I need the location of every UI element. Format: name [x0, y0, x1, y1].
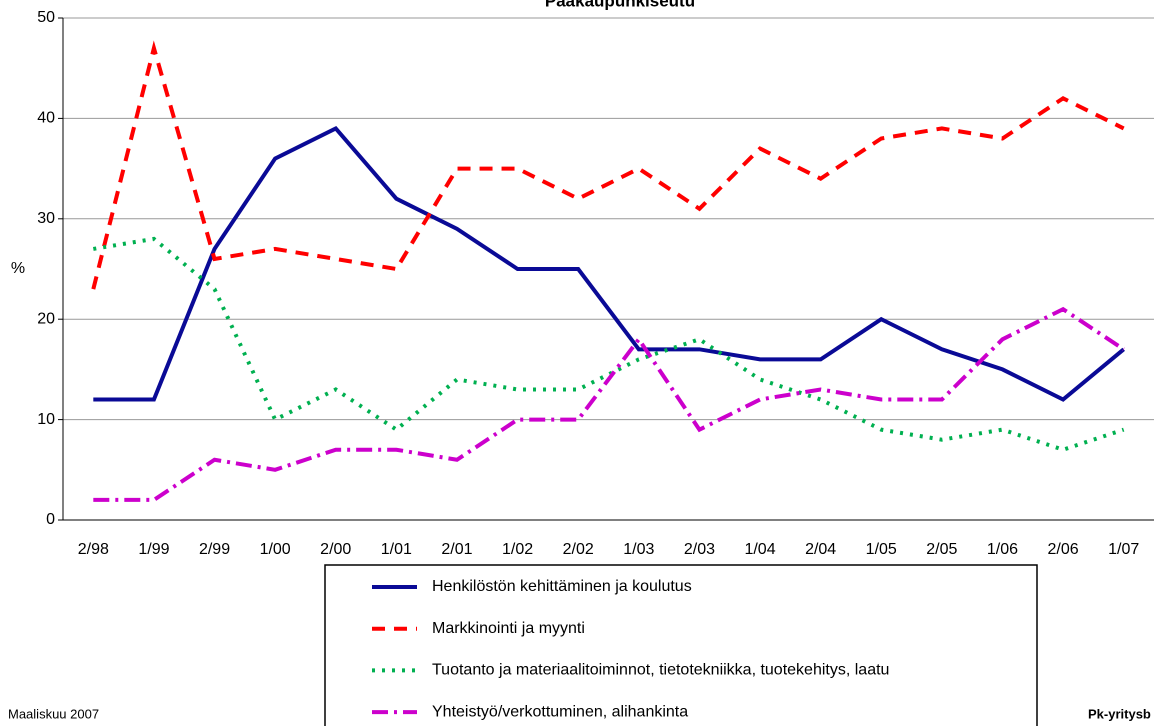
footer-right: Pk-yritysb	[1088, 706, 1151, 721]
x-tick-label: 2/03	[684, 541, 715, 558]
legend-label: Henkilöstön kehittäminen ja koulutus	[432, 578, 692, 595]
series-line	[92, 236, 1125, 452]
series-line	[93, 306, 1125, 502]
x-tick-label: 1/99	[138, 541, 169, 558]
series-line	[91, 40, 1125, 290]
y-tick-label: 40	[37, 110, 55, 127]
y-tick-label: 50	[37, 9, 55, 26]
x-tick-label: 1/04	[744, 541, 775, 558]
x-tick-label: 1/03	[623, 541, 654, 558]
y-tick-label: 30	[37, 210, 55, 227]
x-tick-label: 2/01	[441, 541, 472, 558]
x-tick-label: 2/06	[1048, 541, 1079, 558]
y-tick-label: 20	[37, 310, 55, 327]
x-tick-label: 2/98	[78, 541, 109, 558]
legend-label: Markkinointi ja myynti	[432, 620, 585, 637]
x-tick-label: 2/02	[563, 541, 594, 558]
x-tick-label: 2/00	[320, 541, 351, 558]
legend-label: Tuotanto ja materiaalitoiminnot, tietote…	[432, 662, 889, 679]
x-tick-label: 1/06	[987, 541, 1018, 558]
footer-left: Maaliskuu 2007	[8, 706, 99, 721]
x-tick-label: 1/01	[381, 541, 412, 558]
x-tick-label: 1/00	[260, 541, 291, 558]
legend-label: Yhteistyö/verkottuminen, alihankinta	[432, 703, 688, 720]
x-tick-label: 2/99	[199, 541, 230, 558]
legend-box	[324, 564, 1038, 726]
y-tick-label: 0	[46, 511, 55, 528]
x-tick-label: 1/05	[866, 541, 897, 558]
x-tick-label: 2/05	[926, 541, 957, 558]
y-tick-label: 10	[37, 411, 55, 428]
x-tick-label: 1/07	[1108, 541, 1139, 558]
series-line	[93, 125, 1125, 402]
y-axis-label: %	[11, 260, 25, 277]
x-tick-label: 2/04	[805, 541, 836, 558]
x-tick-label: 1/02	[502, 541, 533, 558]
chart-title: Pääkaupunkiseutu	[545, 0, 695, 10]
